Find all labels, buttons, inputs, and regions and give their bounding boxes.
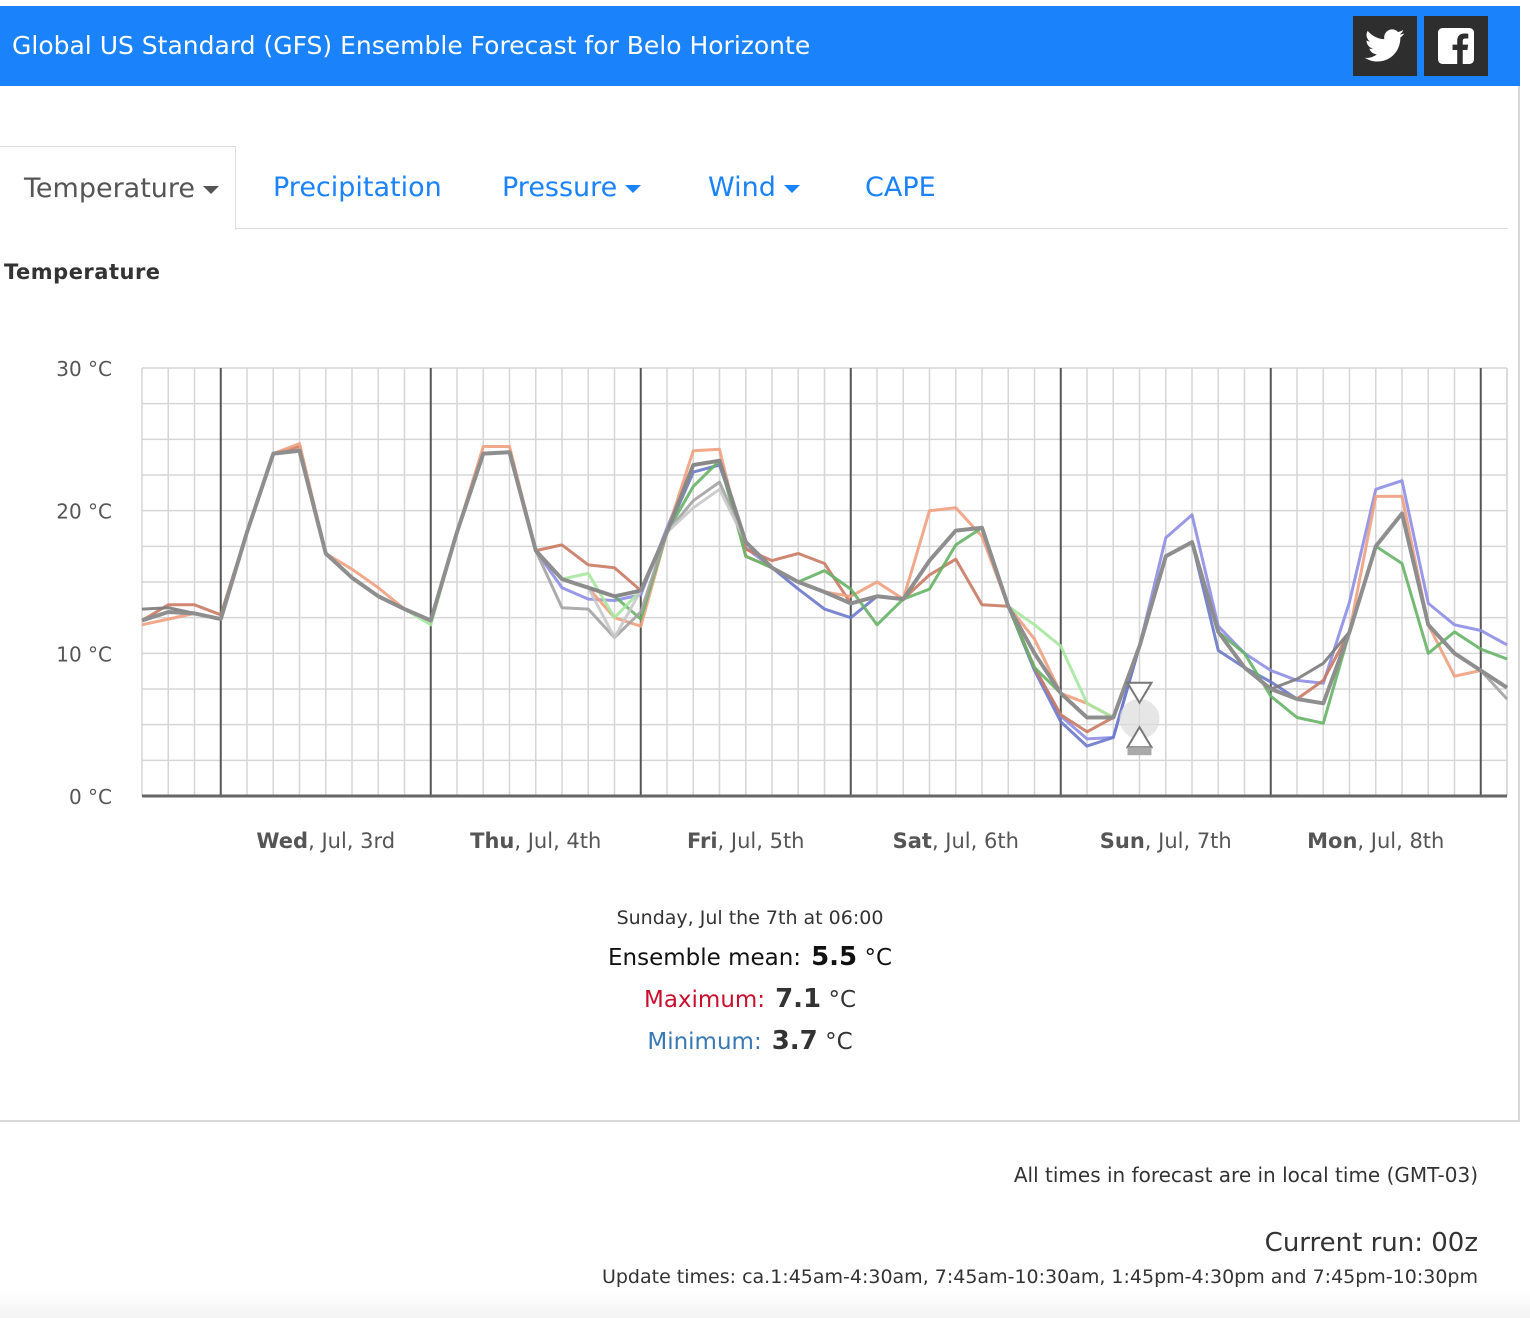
- tab-cape[interactable]: CAPE: [865, 146, 936, 229]
- tab-precipitation[interactable]: Precipitation: [273, 146, 442, 229]
- min-unit: °C: [825, 1029, 853, 1055]
- mean-value: 5.5: [811, 942, 858, 972]
- facebook-share-button[interactable]: [1424, 16, 1488, 76]
- readout-min: Minimum: 3.7 °C: [0, 1026, 1500, 1056]
- max-value: 7.1: [775, 984, 822, 1014]
- readout-max: Maximum: 7.1 °C: [0, 984, 1500, 1014]
- page-bottom-shade: [0, 1290, 1530, 1318]
- chart-grid: [141, 367, 1508, 797]
- x-day-label: Mon, Jul, 8th: [1307, 829, 1444, 853]
- y-tick-label: 10 °C: [56, 642, 112, 666]
- max-unit: °C: [828, 987, 856, 1013]
- max-label: Maximum:: [643, 987, 766, 1013]
- chevron-down-icon: [625, 184, 642, 193]
- chevron-down-icon: [203, 185, 220, 194]
- header-bar: Global US Standard (GFS) Ensemble Foreca…: [0, 6, 1520, 86]
- tab-precipitation-label: Precipitation: [273, 172, 442, 203]
- current-run: Current run: 00z: [1264, 1228, 1478, 1258]
- tab-wind[interactable]: Wind: [708, 146, 800, 229]
- max-marker: [1125, 681, 1154, 705]
- x-day-label: Sun, Jul, 7th: [1100, 829, 1232, 853]
- content-frame: [0, 86, 1520, 1122]
- min-value: 3.7: [771, 1026, 818, 1056]
- min-label: Minimum:: [647, 1029, 762, 1055]
- update-times: Update times: ca.1:45am-4:30am, 7:45am-1…: [601, 1266, 1478, 1288]
- chart-axes: 30 °C 20 °C 10 °C 0 °C Wed, Jul, 3rd Thu, Jul…: [56, 357, 1507, 853]
- x-day-label: Fri, Jul, 5th: [687, 829, 805, 853]
- hover-marker: [1119, 681, 1160, 756]
- tab-temperature-label: Temperature: [24, 173, 196, 204]
- timezone-note: All times in forecast are in local time …: [1013, 1163, 1478, 1187]
- tab-pressure-label: Pressure: [502, 172, 618, 203]
- page-title: Global US Standard (GFS) Ensemble Foreca…: [12, 31, 811, 60]
- x-day-label: Thu, Jul, 4th: [470, 829, 601, 853]
- readout-mean: Ensemble mean: 5.5 °C: [0, 942, 1500, 972]
- chevron-down-icon: [783, 184, 800, 193]
- readout-date: Sunday, Jul the 7th at 06:00: [616, 907, 884, 929]
- x-day-label: Sat, Jul, 6th: [893, 829, 1019, 853]
- mean-unit: °C: [864, 945, 892, 971]
- tab-pressure[interactable]: Pressure: [502, 146, 642, 229]
- ensemble-series-line: [141, 448, 1509, 720]
- twitter-share-button[interactable]: [1353, 16, 1417, 76]
- tab-cape-label: CAPE: [865, 172, 936, 203]
- ensemble-series-lines: [141, 442, 1509, 748]
- tabs-divider: [236, 228, 1508, 229]
- hover-halo: [1119, 698, 1160, 739]
- y-tick-label: 0 °C: [69, 785, 112, 809]
- facebook-icon: [1438, 28, 1474, 64]
- chart-section-title: Temperature: [4, 260, 161, 284]
- temperature-ensemble-chart[interactable]: 30 °C 20 °C 10 °C 0 °C Wed, Jul, 3rd Thu, Jul…: [0, 340, 1520, 870]
- y-tick-label: 30 °C: [56, 357, 112, 381]
- min-marker-base: [1127, 747, 1152, 756]
- twitter-icon: [1365, 29, 1405, 62]
- tab-wind-label: Wind: [708, 172, 776, 203]
- mean-label: Ensemble mean:: [607, 945, 802, 971]
- x-day-label: Wed, Jul, 3rd: [256, 829, 395, 853]
- y-tick-label: 20 °C: [56, 500, 112, 524]
- tab-temperature[interactable]: Temperature: [0, 146, 236, 230]
